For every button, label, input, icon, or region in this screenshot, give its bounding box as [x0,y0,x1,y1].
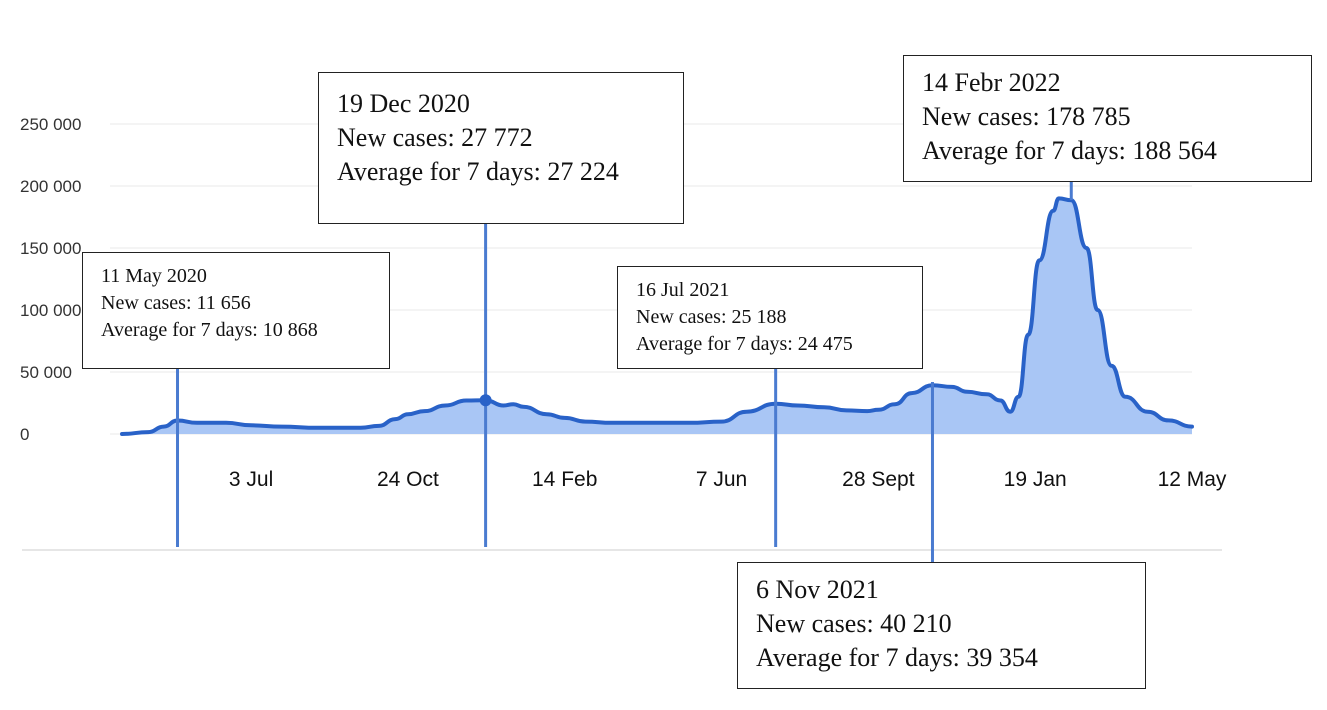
annotation-may-2020: 11 May 2020 New cases: 11 656 Average fo… [82,252,390,369]
annotation-average: Average for 7 days: 27 224 [337,157,619,186]
y-tick-label: 250 000 [20,115,81,134]
annotation-new-cases: New cases: 40 210 [756,609,952,638]
annotation-average: Average for 7 days: 188 564 [922,136,1217,165]
series-area [122,198,1192,434]
y-tick-label: 0 [20,425,29,444]
annotation-average: Average for 7 days: 24 475 [636,333,853,355]
annotation-new-cases: New cases: 11 656 [101,292,251,314]
annotation-date: 6 Nov 2021 [756,575,879,604]
x-tick-label: 28 Sept [842,468,915,491]
x-tick-label: 3 Jul [229,468,273,491]
y-tick-label: 50 000 [20,363,72,382]
y-tick-label: 200 000 [20,177,81,196]
annotation-dec-2020: 19 Dec 2020 New cases: 27 772 Average fo… [318,72,684,224]
annotation-new-cases: New cases: 27 772 [337,123,533,152]
annotation-new-cases: New cases: 178 785 [922,102,1131,131]
y-tick-label: 150 000 [20,239,81,258]
series-line [120,196,1194,436]
x-tick-label: 19 Jan [1004,468,1067,491]
annotation-average: Average for 7 days: 10 868 [101,319,318,341]
annotation-feb-2022: 14 Febr 2022 New cases: 178 785 Average … [903,55,1312,182]
annotation-date: 14 Febr 2022 [922,68,1061,97]
x-tick-label: 24 Oct [377,468,439,491]
annotation-jul-2021: 16 Jul 2021 New cases: 25 188 Average fo… [617,266,923,369]
highlight-point [479,394,492,407]
x-tick-label: 12 May [1158,468,1227,491]
annotation-new-cases: New cases: 25 188 [636,306,787,328]
annotation-date: 19 Dec 2020 [337,89,470,118]
y-tick-label: 100 000 [20,301,81,320]
x-tick-label: 7 Jun [696,468,747,491]
annotation-date: 16 Jul 2021 [636,279,730,301]
annotation-nov-2021: 6 Nov 2021 New cases: 40 210 Average for… [737,562,1146,689]
x-tick-label: 14 Feb [532,468,597,491]
annotation-date: 11 May 2020 [101,265,207,287]
annotation-average: Average for 7 days: 39 354 [756,643,1038,672]
